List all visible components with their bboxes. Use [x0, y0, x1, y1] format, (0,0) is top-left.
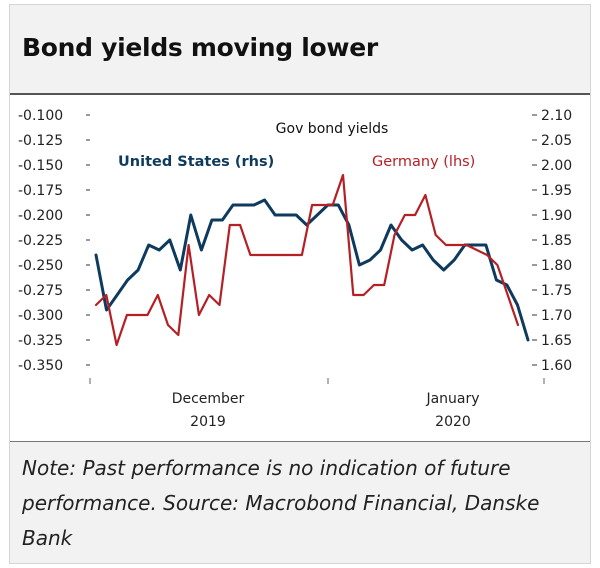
x-axis-year-label: 2019	[190, 414, 226, 430]
right-axis-tick-label: 1.80	[541, 258, 572, 274]
left-axis-tick-label: -0.200	[18, 208, 63, 224]
left-axis-tick-label: -0.325	[18, 333, 63, 349]
left-axis-tick-label: -0.175	[18, 183, 63, 199]
legend-germany: Germany (lhs)	[372, 154, 475, 170]
right-axis-tick-label: 1.85	[541, 233, 572, 249]
source-note: Note: Past performance is no indication …	[22, 456, 540, 550]
bond-yields-chart: Gov bond yields United States (rhs) Germ…	[18, 108, 572, 430]
left-axis-tick-label: -0.350	[18, 358, 63, 374]
page-title: Bond yields moving lower	[22, 33, 378, 62]
left-axis-tick-label: -0.275	[18, 283, 63, 299]
right-axis-tick-label: 1.70	[541, 308, 572, 324]
x-axis-month-label: January	[425, 391, 479, 407]
left-axis-tick-label: -0.250	[18, 258, 63, 274]
x-axis-month-label: December	[172, 391, 245, 407]
right-axis-tick-label: 2.00	[541, 158, 572, 174]
right-axis-tick-label: 2.05	[541, 133, 572, 149]
right-axis-tick-label: 1.90	[541, 208, 572, 224]
series-line-germany	[94, 173, 520, 347]
series-line-united-states	[94, 198, 530, 342]
chart-area: Gov bond yields United States (rhs) Germ…	[10, 95, 590, 441]
x-axis-year-label: 2020	[435, 414, 471, 430]
right-axis-tick-label: 1.95	[541, 183, 572, 199]
title-divider	[10, 93, 590, 95]
right-axis-tick-label: 1.75	[541, 283, 572, 299]
right-axis-tick-label: 1.65	[541, 333, 572, 349]
left-axis-tick-label: -0.125	[18, 133, 63, 149]
chart-title: Gov bond yields	[276, 121, 389, 137]
legend-united-states: United States (rhs)	[118, 154, 274, 170]
right-axis-tick-label: 1.60	[541, 358, 572, 374]
left-axis-tick-label: -0.225	[18, 233, 63, 249]
left-axis-tick-label: -0.100	[18, 108, 63, 124]
right-axis-tick-label: 2.10	[541, 108, 572, 124]
left-axis-tick-label: -0.300	[18, 308, 63, 324]
note-divider	[10, 441, 590, 442]
chart-panel: Bond yields moving lower Gov bond yields…	[9, 4, 591, 564]
left-axis-tick-label: -0.150	[18, 158, 63, 174]
